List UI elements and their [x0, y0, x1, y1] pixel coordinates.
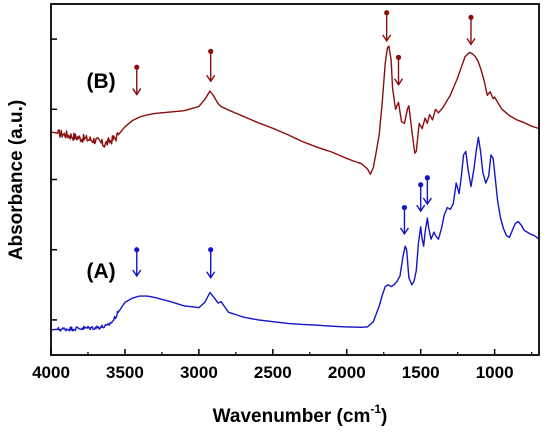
x-axis-unit-exp: -1 [370, 402, 381, 416]
peak-arrow-marker [416, 182, 426, 213]
peak-arrow-marker [206, 247, 216, 280]
peak-arrow-head [466, 37, 476, 46]
series-line-0 [50, 45, 540, 175]
y-axis-ticks [51, 38, 57, 321]
series-line-1 [50, 136, 540, 332]
peak-arrow-head [132, 269, 142, 278]
x-axis-unit-base: cm [343, 406, 370, 427]
peak-arrow-head [422, 197, 432, 206]
peak-arrow-marker [422, 175, 432, 206]
peak-arrow-marker [393, 54, 404, 86]
peak-arrow-marker [132, 64, 142, 96]
peak-arrow-dot [134, 247, 140, 253]
x-tick-label: 1000 [476, 363, 514, 382]
peak-arrow-head [206, 271, 216, 280]
x-tick-label: 2000 [328, 363, 366, 382]
x-tick-label: 2500 [254, 363, 292, 382]
peak-arrow-marker [382, 10, 392, 43]
x-tick-label: 3000 [180, 363, 218, 382]
peak-arrow-head [416, 204, 426, 213]
peak-arrow-marker [466, 14, 476, 46]
plot-marks [50, 10, 540, 332]
peak-arrow-dot [418, 182, 424, 188]
x-tick-label: 1500 [402, 363, 440, 382]
peak-arrow-dot [208, 247, 214, 253]
peak-arrow-head [393, 78, 404, 86]
peak-arrow-head [206, 74, 216, 83]
series-label-1: (A) [86, 260, 115, 283]
series-label-0: (B) [86, 70, 115, 93]
x-axis-ticks: 4000 3500 3000 2500 2000 1500 1000 [32, 349, 533, 382]
x-tick-label: 4000 [32, 363, 70, 382]
peak-arrow-marker [132, 247, 142, 278]
peak-arrow-head [399, 227, 410, 236]
x-tick-label: 3500 [106, 363, 144, 382]
peak-arrow-marker [399, 204, 410, 236]
series-labels: (B) (A) [86, 70, 115, 283]
peak-arrow-marker [206, 48, 216, 83]
x-axis-title-text: Wavenumber [213, 406, 332, 427]
peak-arrow-head [382, 34, 392, 43]
peak-arrow-dot [401, 204, 408, 211]
y-axis-title: Absorbance (a.u.) [6, 100, 27, 260]
peak-arrow-head [132, 88, 142, 96]
x-axis-title: Wavenumber (cm-1) [213, 402, 388, 427]
